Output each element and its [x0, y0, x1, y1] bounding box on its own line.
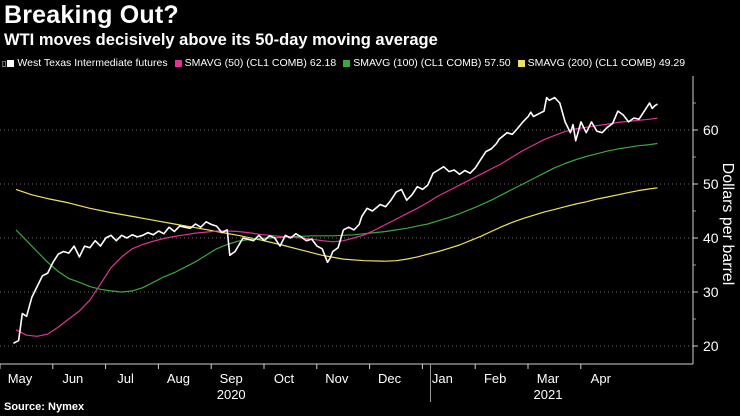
chart-subtitle: WTI moves decisively above its 50-day mo…: [4, 31, 438, 49]
y-tick-label-60: 60: [703, 122, 719, 138]
x-tick-label-mar: Mar: [537, 371, 560, 386]
x-tick-label-may: May: [8, 371, 33, 386]
legend-label-smavg-100: SMAVG (100) (CL1 COMB): [353, 57, 482, 69]
chart-title: Breaking Out?: [4, 1, 179, 29]
y-tick-label-20: 20: [703, 338, 719, 354]
y-tick-label-30: 30: [703, 284, 719, 300]
x-tick-label-sep: Sep: [220, 371, 243, 386]
series-smavg-200: [15, 187, 658, 262]
x-tick-label-oct: Oct: [274, 371, 295, 386]
legend-value-smavg-50: 62.18: [309, 57, 337, 69]
series-wti: [13, 96, 658, 345]
x-tick-label-jul: Jul: [117, 371, 134, 386]
year-label-2021: 2021: [534, 387, 563, 402]
legend: ▯ West Texas Intermediate futures SMAVG …: [2, 56, 692, 70]
legend-label-smavg-50: SMAVG (50) (CL1 COMB): [184, 57, 307, 69]
series-smavg-50: [15, 117, 658, 337]
legend-swatch-smavg-50: [174, 59, 182, 67]
legend-swatch-smavg-100: [343, 59, 351, 67]
legend-value-smavg-100: 57.50: [484, 57, 511, 69]
legend-item-smavg-100: SMAVG (100) (CL1 COMB) 57.50: [343, 57, 511, 69]
legend-label-wti: West Texas Intermediate futures: [17, 57, 168, 69]
x-tick-label-aug: Aug: [167, 371, 190, 386]
x-tick-label-apr: Apr: [591, 371, 612, 386]
y-tick-label-50: 50: [703, 176, 719, 192]
y-tick-label-40: 40: [703, 230, 719, 246]
legend-item-wti: West Texas Intermediate futures: [7, 57, 168, 69]
legend-item-smavg-200: SMAVG (200) (CL1 COMB) 49.29: [517, 57, 686, 69]
legend-value-smavg-200: 49.29: [658, 57, 686, 69]
y-axis-label: Dollars per barrel: [719, 163, 736, 286]
x-tick-label-jan: Jan: [432, 371, 453, 386]
series-smavg-100: [15, 142, 658, 293]
legend-item-smavg-50: SMAVG (50) (CL1 COMB) 62.18: [174, 57, 337, 69]
legend-marker-icon: ▯: [2, 58, 7, 68]
legend-swatch-wti: [7, 59, 15, 67]
x-tick-label-feb: Feb: [484, 371, 506, 386]
year-label-2020: 2020: [217, 387, 246, 402]
legend-swatch-smavg-200: [517, 59, 525, 67]
legend-label-smavg-200: SMAVG (200) (CL1 COMB): [527, 57, 656, 69]
source-note: Source: Nymex: [4, 401, 85, 413]
x-tick-label-jun: Jun: [62, 371, 83, 386]
x-tick-label-nov: Nov: [325, 371, 349, 386]
x-tick-label-dec: Dec: [378, 371, 402, 386]
